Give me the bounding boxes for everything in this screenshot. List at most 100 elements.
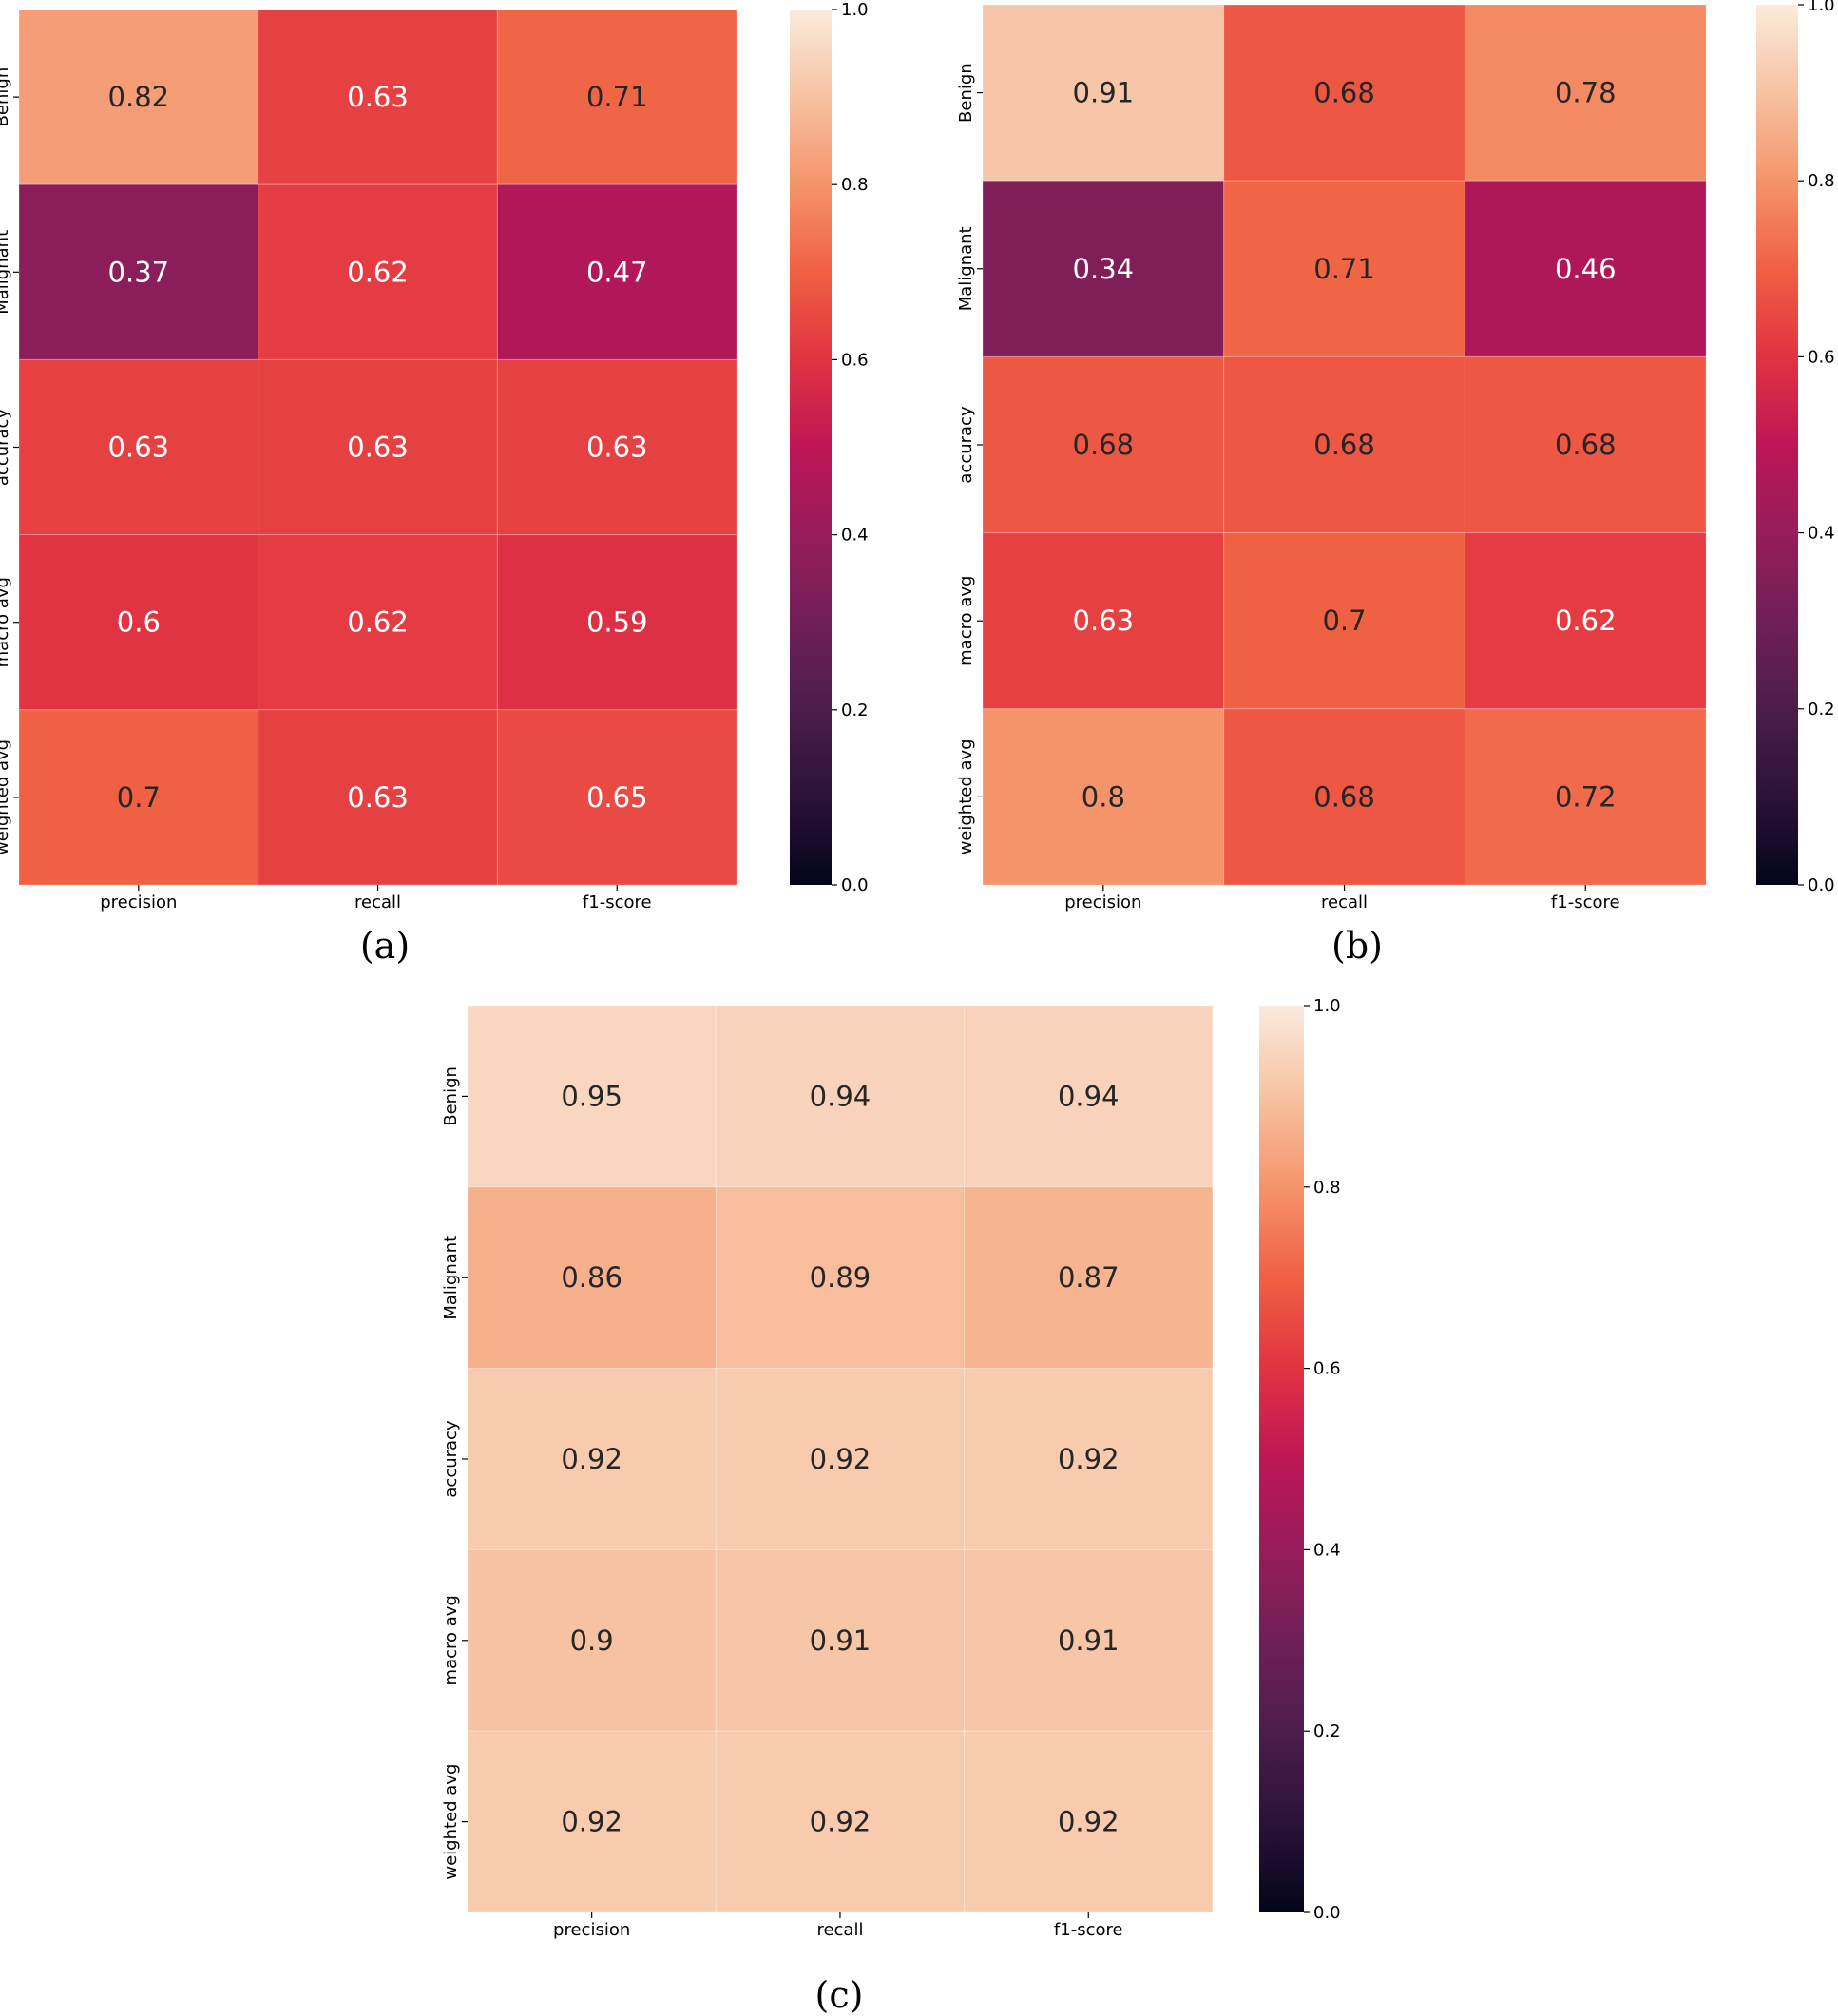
y-tick-label: weighted avg [956, 739, 976, 854]
heatmap-cell [258, 709, 498, 886]
y-tick-label: accuracy [441, 1420, 461, 1498]
heatmap-cell [258, 9, 498, 185]
cell-value-label: 0.37 [108, 256, 170, 288]
cell-value-label: 0.9 [570, 1624, 614, 1657]
heatmap-cell [1223, 355, 1465, 534]
x-tick-label: recall [354, 893, 401, 912]
cell-value-label: 0.62 [347, 256, 409, 288]
heatmap-panel-1: 0.82 0.63 0.71 0.37 0.62 0.47 0.63 0.63 0.63 0.6 0… [0, 0, 869, 967]
cell-value-label: 0.63 [586, 432, 648, 464]
cell-value-label: 0.63 [347, 81, 409, 113]
cell-value-label: 0.68 [1313, 780, 1375, 813]
colorbar [790, 10, 832, 885]
cell-value-label: 0.89 [810, 1261, 871, 1294]
heatmap-cell [982, 532, 1225, 710]
colorbar-tick-label: 1.0 [1808, 0, 1835, 15]
colorbar-tick-label: 0.0 [1313, 1903, 1341, 1923]
y-tick-label: Benign [441, 1066, 461, 1126]
colorbar-tick-label: 0.2 [1313, 1721, 1341, 1741]
cell-value-label: 0.68 [1313, 77, 1375, 109]
cell-value-label: 0.7 [1322, 605, 1366, 637]
heatmap-cell [1464, 355, 1707, 534]
cell-value-label: 0.71 [586, 81, 648, 113]
y-tick-label: accuracy [0, 409, 12, 487]
cell-value-label: 0.94 [810, 1080, 871, 1112]
heatmap-panel-3: 0.95 0.94 0.94 0.86 0.89 0.87 0.92 0.92 0.92 0.9 0… [441, 996, 1341, 2016]
cell-value-label: 0.91 [1073, 77, 1135, 109]
heatmap-cell [1464, 180, 1707, 357]
heatmap-cell [982, 355, 1225, 534]
heatmap-panel-2: 0.91 0.68 0.78 0.34 0.71 0.46 0.68 0.68 0.68 0.63… [956, 0, 1835, 967]
cell-value-label: 0.91 [1058, 1624, 1120, 1657]
y-tick-label: Malignant [0, 230, 12, 315]
y-tick-label: macro avg [0, 577, 12, 667]
y-tick-label: Malignant [441, 1236, 461, 1320]
cell-value-label: 0.72 [1555, 780, 1617, 813]
heatmap-cell [1223, 708, 1465, 886]
heatmap-cell [964, 1005, 1214, 1188]
heatmap-cell [496, 709, 737, 886]
colorbar-tick-label: 0.6 [1808, 347, 1835, 367]
y-tick-label: accuracy [956, 406, 976, 484]
x-tick-label: f1-score [1054, 1920, 1123, 1940]
colorbar-tick-label: 0.8 [1313, 1178, 1341, 1198]
x-tick-label: precision [100, 893, 177, 912]
heatmap-cell [496, 534, 737, 711]
heatmap-cell [1223, 532, 1465, 710]
colorbar [1756, 5, 1798, 885]
cell-value-label: 0.91 [810, 1624, 871, 1657]
cell-value-label: 0.86 [561, 1261, 622, 1294]
heatmap-cell [496, 9, 737, 185]
panel-caption: (a) [360, 925, 410, 967]
cell-value-label: 0.62 [1555, 605, 1617, 637]
panel-caption: (c) [815, 1974, 864, 2016]
colorbar-tick-label: 0.4 [841, 526, 869, 546]
heatmap-cell [1464, 4, 1707, 182]
cell-value-label: 0.63 [108, 432, 170, 464]
heatmap-cell [715, 1186, 966, 1370]
cell-value-label: 0.47 [586, 256, 648, 288]
heatmap-cell [982, 708, 1225, 886]
cell-value-label: 0.68 [1073, 429, 1135, 461]
cell-value-label: 0.63 [1073, 605, 1135, 637]
heatmap-cell [258, 183, 498, 360]
x-tick-label: f1-score [1551, 893, 1620, 912]
cell-value-label: 0.62 [347, 606, 409, 639]
cell-value-label: 0.92 [810, 1443, 871, 1475]
heatmap-cell [1223, 180, 1465, 357]
x-tick-label: recall [816, 1920, 863, 1940]
y-tick-label: Malignant [956, 226, 976, 311]
cell-value-label: 0.92 [1058, 1806, 1120, 1838]
x-tick-label: f1-score [583, 893, 652, 912]
cell-value-label: 0.95 [561, 1080, 622, 1112]
heatmap-cell [496, 183, 737, 360]
cell-value-label: 0.92 [1058, 1443, 1120, 1475]
colorbar-tick-label: 0.0 [841, 875, 869, 895]
y-tick-label: macro avg [441, 1595, 461, 1685]
cell-value-label: 0.82 [108, 81, 170, 113]
y-tick-label: macro avg [956, 576, 976, 666]
cell-value-label: 0.87 [1058, 1261, 1120, 1294]
heatmap-cell [1223, 4, 1465, 182]
heatmap-cell [715, 1368, 966, 1550]
colorbar-tick-label: 1.0 [841, 0, 869, 20]
heatmap-cell [1464, 532, 1707, 710]
colorbar-tick-label: 0.4 [1808, 524, 1835, 544]
cell-value-label: 0.63 [347, 432, 409, 464]
cell-value-label: 0.92 [561, 1443, 622, 1475]
x-tick-label: precision [1064, 893, 1141, 912]
colorbar-tick-label: 1.0 [1313, 996, 1341, 1016]
cell-value-label: 0.78 [1555, 77, 1617, 109]
colorbar-tick-label: 0.8 [1808, 171, 1835, 191]
heatmap-cell [964, 1186, 1214, 1370]
colorbar-tick-label: 0.8 [841, 175, 869, 195]
colorbar-tick-label: 0.6 [841, 350, 869, 370]
colorbar-tick-label: 0.2 [1808, 700, 1835, 720]
heatmap-cell [18, 709, 259, 886]
x-tick-label: recall [1321, 893, 1368, 912]
heatmap-cell [467, 1186, 717, 1370]
heatmap-cell [1464, 708, 1707, 886]
y-tick-label: Benign [956, 63, 976, 123]
heatmap-cell [18, 183, 259, 360]
